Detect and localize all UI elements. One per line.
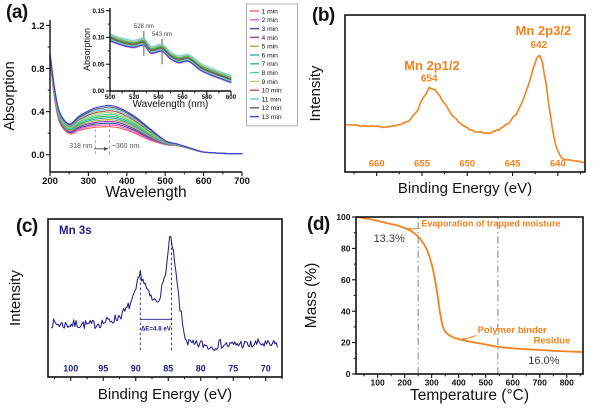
svg-text:Mn 3s: Mn 3s — [59, 225, 92, 237]
svg-text:Absorption: Absorption — [82, 28, 92, 71]
svg-text:600: 600 — [506, 378, 520, 388]
svg-text:1.2: 1.2 — [31, 21, 44, 32]
svg-text:Binding Energy (eV): Binding Energy (eV) — [398, 180, 532, 197]
svg-text:560: 560 — [177, 94, 188, 101]
svg-text:600: 600 — [196, 176, 212, 187]
svg-text:Evaporation of trapped moistur: Evaporation of trapped moisture — [421, 219, 560, 229]
svg-text:540: 540 — [153, 94, 164, 101]
svg-text:40: 40 — [341, 306, 351, 316]
panel-a-label: (a) — [6, 2, 28, 23]
svg-text:7 min: 7 min — [262, 61, 279, 68]
svg-text:528 nm: 528 nm — [134, 24, 154, 30]
svg-text:11 min: 11 min — [262, 96, 282, 103]
svg-text:85: 85 — [163, 364, 173, 374]
svg-text:Mn 2p1/2: Mn 2p1/2 — [404, 58, 460, 73]
svg-text:0.8: 0.8 — [31, 64, 44, 75]
svg-text:Wavelength: Wavelength — [105, 184, 186, 201]
svg-text:100: 100 — [371, 378, 385, 388]
svg-text:500: 500 — [157, 176, 173, 187]
svg-text:500: 500 — [479, 378, 493, 388]
svg-text:80: 80 — [196, 364, 206, 374]
svg-text:400: 400 — [119, 176, 135, 187]
svg-text:20: 20 — [341, 338, 351, 348]
panel-d-label: (d) — [307, 214, 330, 235]
svg-text:654: 654 — [421, 74, 438, 85]
svg-text:Intensity: Intensity — [7, 270, 24, 326]
svg-text:Intensity: Intensity — [307, 65, 324, 121]
svg-text:700: 700 — [234, 176, 250, 187]
svg-text:16.0%: 16.0% — [528, 355, 559, 367]
svg-text:650: 650 — [459, 159, 475, 170]
svg-text:Absorption: Absorption — [2, 61, 18, 130]
svg-text:60: 60 — [341, 275, 351, 285]
svg-text:3 min: 3 min — [262, 26, 279, 33]
svg-text:75: 75 — [228, 364, 238, 374]
svg-text:Residue: Residue — [533, 335, 570, 346]
svg-text:580: 580 — [202, 94, 213, 101]
svg-text:10 min: 10 min — [262, 88, 282, 95]
svg-text:Polymer binder: Polymer binder — [478, 325, 547, 336]
svg-text:100: 100 — [336, 212, 350, 222]
svg-text:0.15: 0.15 — [92, 8, 105, 15]
svg-text:645: 645 — [505, 159, 522, 170]
svg-text:70: 70 — [261, 364, 271, 374]
svg-text:6 min: 6 min — [262, 52, 279, 59]
svg-text:520: 520 — [129, 94, 140, 101]
tga-chart: 100 200 300 400 500 600 700 800 0 20 40 60 80 100 Temp… — [303, 212, 584, 404]
svg-text:9 min: 9 min — [262, 79, 279, 86]
panel-d-tga: (d) 100 200 300 400 500 600 700 800 0 20 40 60 80 100… — [300, 207, 600, 413]
svg-text:300: 300 — [80, 176, 96, 187]
svg-text:Temperature (°C): Temperature (°C) — [410, 387, 529, 404]
svg-text:0: 0 — [346, 369, 351, 379]
svg-text:2 min: 2 min — [262, 17, 279, 24]
svg-text:642: 642 — [530, 40, 547, 51]
svg-text:Binding Energy (eV): Binding Energy (eV) — [98, 386, 232, 403]
svg-text:8 min: 8 min — [262, 70, 279, 77]
svg-text:13 min: 13 min — [262, 114, 282, 121]
svg-text:543 nm: 543 nm — [152, 32, 172, 38]
svg-text:Mn 2p3/2: Mn 2p3/2 — [516, 23, 572, 38]
svg-text:ΔE=4.8 eV: ΔE=4.8 eV — [141, 325, 172, 332]
svg-text:660: 660 — [369, 159, 385, 170]
svg-text:1 min: 1 min — [262, 8, 279, 15]
panel-c-label: (c) — [16, 216, 38, 237]
svg-text:0.4: 0.4 — [31, 107, 45, 118]
svg-text:Mass (%): Mass (%) — [303, 263, 320, 328]
svg-text:0.05: 0.05 — [92, 61, 105, 68]
svg-text:300: 300 — [425, 378, 439, 388]
svg-text:640: 640 — [550, 159, 566, 170]
svg-text:95: 95 — [98, 364, 108, 374]
mn3s-xps-chart: 100 95 90 85 80 75 70 Binding Energy (eV) Intens… — [7, 218, 283, 403]
svg-text:0.00: 0.00 — [92, 88, 105, 95]
svg-text:700: 700 — [533, 378, 547, 388]
svg-text:200: 200 — [42, 176, 58, 187]
svg-text:13.3%: 13.3% — [374, 233, 405, 245]
svg-text:0.10: 0.10 — [92, 35, 105, 42]
svg-text:318 nm: 318 nm — [69, 143, 93, 150]
svg-text:Wavelength (nm): Wavelength (nm) — [133, 99, 209, 110]
mn2p-xps-chart: 660 655 650 645 640 Binding Energy (eV) Intens… — [307, 14, 586, 197]
svg-text:0.0: 0.0 — [31, 150, 44, 161]
svg-text:12 min: 12 min — [262, 105, 282, 112]
svg-text:200: 200 — [398, 378, 412, 388]
panel-a-uvvis-absorption: (a) 200 300 400 500 600 700 0.0 0.4 0.8 1.2 Wavele… — [0, 0, 300, 207]
svg-text:~360 nm: ~360 nm — [112, 143, 140, 150]
svg-text:80: 80 — [341, 243, 351, 253]
svg-text:90: 90 — [131, 364, 141, 374]
svg-text:600: 600 — [226, 94, 237, 101]
svg-text:800: 800 — [560, 378, 574, 388]
svg-text:400: 400 — [452, 378, 466, 388]
svg-text:100: 100 — [63, 364, 78, 374]
svg-text:5 min: 5 min — [262, 44, 279, 51]
svg-text:4 min: 4 min — [262, 35, 279, 42]
svg-text:500: 500 — [105, 94, 116, 101]
panel-b-mn2p-xps: (b) 660 655 650 645 640 Binding Energy (eV) In… — [300, 0, 600, 207]
panel-c-mn3s-xps: (c) 100 95 90 85 80 75 70 Binding Energy (eV) In… — [0, 207, 300, 413]
svg-text:655: 655 — [414, 159, 431, 170]
panel-b-label: (b) — [312, 5, 335, 26]
uvvis-absorption-chart: 200 300 400 500 600 700 0.0 0.4 0.8 1.2 Wavelength… — [2, 3, 298, 201]
